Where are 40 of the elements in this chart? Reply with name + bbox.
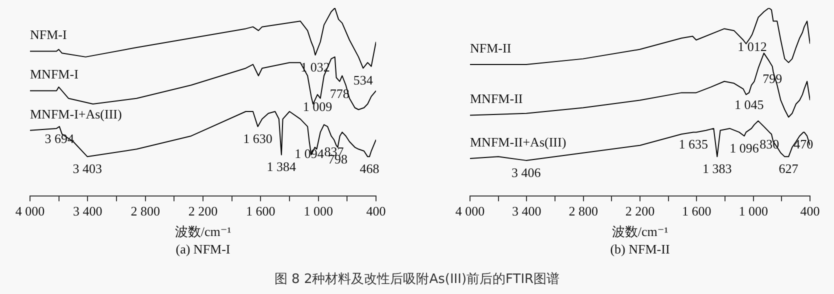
annotation: 1 045 <box>734 97 764 112</box>
annotation: 534 <box>353 72 374 88</box>
annotation: 3 403 <box>72 161 102 176</box>
x-tick-label: 1 600 <box>246 203 276 218</box>
annotation: 468 <box>360 161 380 176</box>
x-tick-label: 3 400 <box>73 203 102 218</box>
x-tick-label: 2 200 <box>625 203 655 218</box>
series-label: MNFM-I <box>30 66 78 82</box>
x-tick-label: 400 <box>366 203 386 218</box>
series-label: MNFM-I+As(III) <box>30 106 122 122</box>
text: (a) NFM-I <box>176 242 230 257</box>
caption: 图 8 2种材料及改性后吸附As(III)前后的FTIR图谱 <box>273 271 561 288</box>
annotation: 1 094 <box>294 146 324 162</box>
annotation: 627 <box>778 161 799 176</box>
annotation: 1 012 <box>738 38 767 54</box>
annotation: 1 635 <box>678 136 708 152</box>
x-tick-label: 4 000 <box>455 203 485 218</box>
x-tick-label: 1 000 <box>738 203 768 218</box>
x-tick-label: 4 000 <box>15 203 45 218</box>
annotation: 1 384 <box>266 159 297 174</box>
annotation: 1 096 <box>730 140 760 156</box>
x-tick-label: 1 000 <box>304 203 333 218</box>
x-tick-label: 1 600 <box>682 203 712 218</box>
x-tick-label: 400 <box>800 203 820 218</box>
series-label: MNFM-II <box>470 91 523 106</box>
annotation: 3 406 <box>511 164 542 180</box>
series-label: NFM-II <box>470 40 512 56</box>
x-tick-label: 3 400 <box>512 203 542 218</box>
annotation: 1 630 <box>243 130 272 146</box>
x-tick-label: 2 800 <box>130 203 160 218</box>
series-label: NFM-I <box>30 27 67 42</box>
annotation: 1 009 <box>302 98 332 114</box>
x-axis-title: 波数/cm⁻¹ <box>174 224 232 240</box>
annotation: 1 383 <box>702 161 732 176</box>
x-tick-label: 2 200 <box>188 203 218 218</box>
annotation: 470 <box>794 136 814 152</box>
x-axis-title: 波数/cm⁻¹ <box>612 224 668 240</box>
series-label: MNFM-II+As(III) <box>470 134 566 150</box>
x-tick-label: 2 800 <box>568 203 598 218</box>
text: (b) NFM-II <box>610 242 670 257</box>
